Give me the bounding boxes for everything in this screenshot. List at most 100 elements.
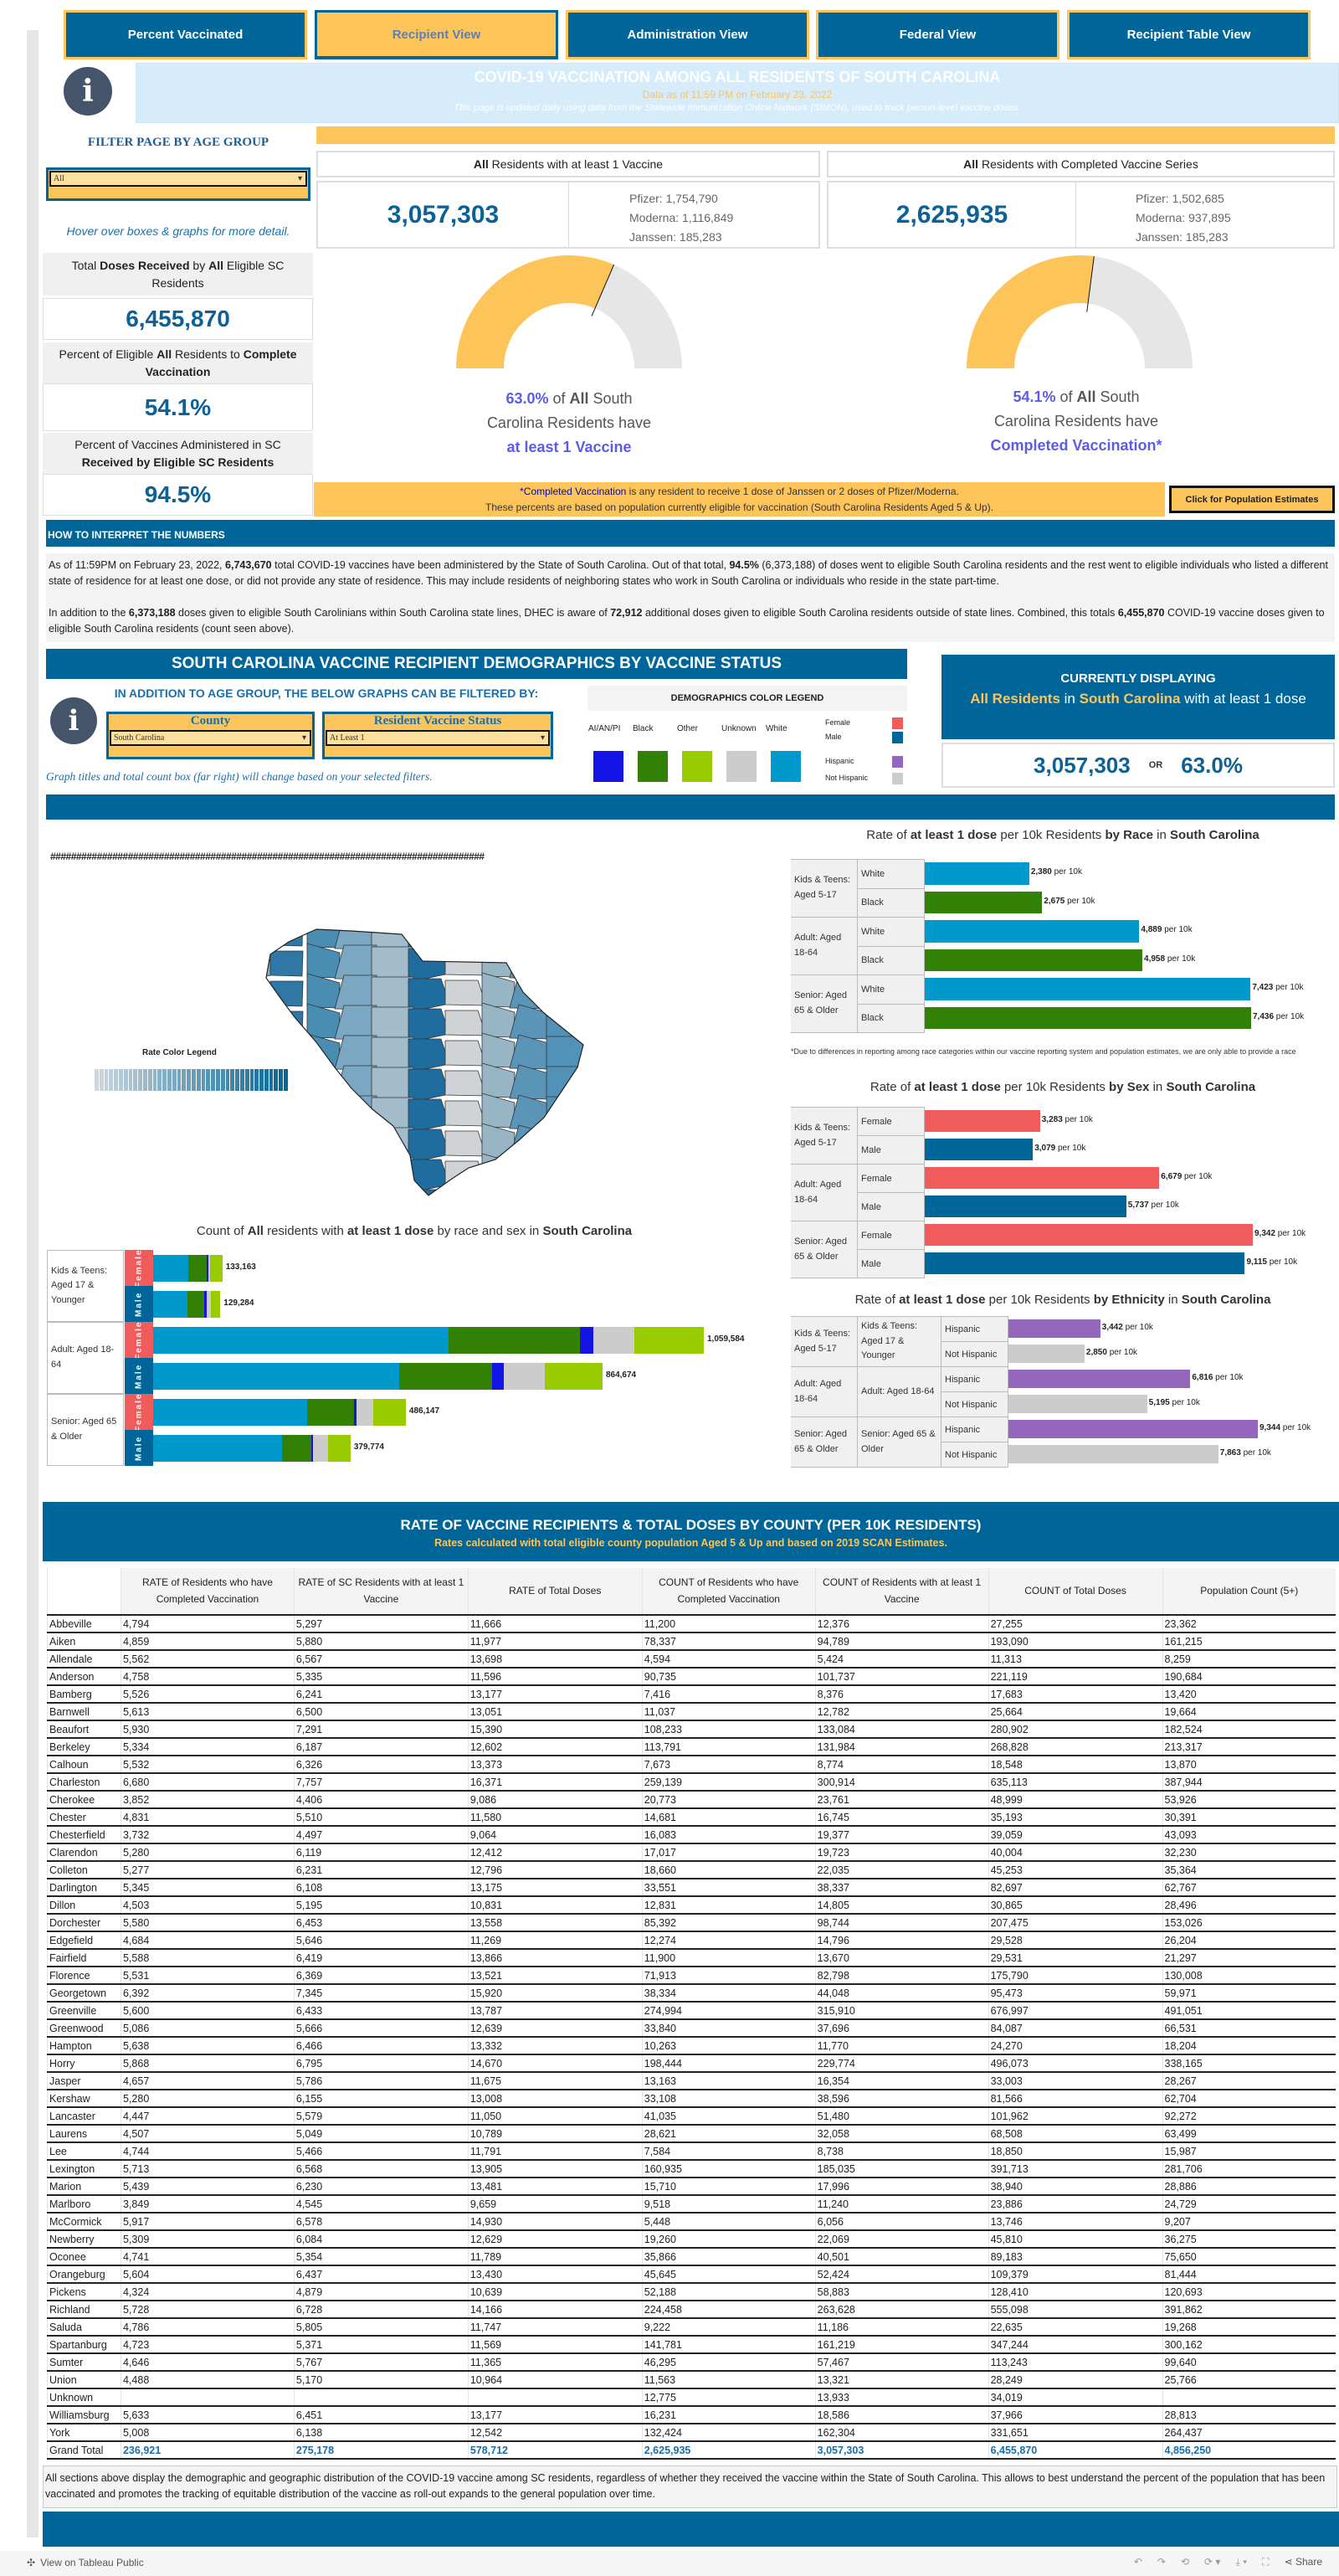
stacked-bar-segment-aianpi[interactable] xyxy=(310,1435,313,1462)
bar[interactable] xyxy=(925,1110,1040,1132)
age-group-dropdown[interactable]: All ▾ xyxy=(49,171,307,187)
county-shape[interactable] xyxy=(269,1041,304,1067)
county-shape[interactable] xyxy=(334,1095,377,1131)
county-rate-map[interactable] xyxy=(234,917,603,1201)
county-shape[interactable] xyxy=(306,917,341,949)
info-icon[interactable]: i xyxy=(50,697,97,744)
county-shape[interactable] xyxy=(334,917,377,950)
county-shape[interactable] xyxy=(582,1098,603,1133)
county-shape[interactable] xyxy=(509,1185,552,1201)
stacked-bar-segment-unknown[interactable] xyxy=(356,1399,374,1426)
stacked-bar-segment-white[interactable] xyxy=(153,1291,187,1318)
stacked-bar-segment-black[interactable] xyxy=(307,1399,354,1426)
county-shape[interactable] xyxy=(306,1184,341,1201)
county-shape[interactable] xyxy=(408,1038,450,1073)
county-shape[interactable] xyxy=(269,1101,304,1128)
county-shape[interactable] xyxy=(269,1010,304,1037)
county-shape[interactable] xyxy=(444,920,487,946)
refresh-icon[interactable]: ⟳ ▾ xyxy=(1204,2556,1221,2568)
bar[interactable] xyxy=(925,862,1029,885)
stacked-bar-segment-black[interactable] xyxy=(281,1435,311,1462)
county-shape[interactable] xyxy=(306,1093,341,1129)
column-header[interactable] xyxy=(47,1568,121,1616)
county-shape[interactable] xyxy=(582,1128,603,1163)
gauge-filled-arc[interactable] xyxy=(967,255,1095,368)
stacked-bar-segment-other[interactable] xyxy=(545,1363,603,1390)
county-shape[interactable] xyxy=(481,1183,516,1201)
bar[interactable] xyxy=(1008,1319,1100,1338)
county-shape[interactable] xyxy=(408,1008,450,1043)
county-shape[interactable] xyxy=(334,1155,377,1191)
column-header[interactable]: COUNT of Residents who have Completed Va… xyxy=(641,1568,816,1616)
county-shape[interactable] xyxy=(444,949,487,976)
county-shape[interactable] xyxy=(371,1067,414,1103)
stacked-bar-segment-other[interactable] xyxy=(210,1291,221,1318)
county-shape[interactable] xyxy=(509,1034,552,1070)
stacked-bar-segment-other[interactable] xyxy=(634,1327,704,1354)
stacked-bar-segment-white[interactable] xyxy=(153,1255,189,1282)
stacked-bar-segment-white[interactable] xyxy=(153,1399,308,1426)
county-shape[interactable] xyxy=(481,1153,516,1189)
bar[interactable] xyxy=(925,920,1140,943)
bar[interactable] xyxy=(925,1195,1126,1217)
stacked-bar-segment-other[interactable] xyxy=(373,1399,406,1426)
stacked-bar-segment-other[interactable] xyxy=(328,1435,351,1462)
county-shape[interactable] xyxy=(546,1186,588,1201)
county-shape[interactable] xyxy=(306,1123,341,1159)
tab-federal-view[interactable]: Federal View xyxy=(816,10,1059,59)
stacked-bar-segment-white[interactable] xyxy=(153,1327,449,1354)
county-shape[interactable] xyxy=(334,1125,377,1161)
bar[interactable] xyxy=(1008,1370,1191,1388)
county-shape[interactable] xyxy=(269,950,304,977)
gauge-remaining-arc[interactable] xyxy=(1088,256,1193,368)
county-shape[interactable] xyxy=(269,921,304,947)
tab-percent-vaccinated[interactable]: Percent Vaccinated xyxy=(64,10,307,59)
rate-color-legend[interactable] xyxy=(95,1069,289,1091)
county-shape[interactable] xyxy=(234,1099,275,1134)
county-shape[interactable] xyxy=(234,1039,275,1074)
county-shape[interactable] xyxy=(234,1190,275,1201)
bar[interactable] xyxy=(1008,1395,1147,1413)
county-shape[interactable] xyxy=(306,1154,341,1190)
county-shape[interactable] xyxy=(546,1066,588,1102)
gauge-remaining-arc[interactable] xyxy=(594,265,682,368)
stacked-bar-segment-white[interactable] xyxy=(153,1363,400,1390)
stacked-bar-segment-unknown[interactable] xyxy=(312,1435,329,1462)
county-shape[interactable] xyxy=(582,1188,603,1201)
bar[interactable] xyxy=(1008,1445,1218,1463)
county-shape[interactable] xyxy=(509,1094,552,1130)
stacked-bar-segment-black[interactable] xyxy=(188,1255,207,1282)
county-shape[interactable] xyxy=(582,1007,603,1042)
county-shape[interactable] xyxy=(269,1161,304,1188)
county-shape[interactable] xyxy=(444,1130,487,1157)
county-shape[interactable] xyxy=(371,976,414,1012)
county-shape[interactable] xyxy=(582,1067,603,1103)
stacked-bar-segment-white[interactable] xyxy=(153,1435,282,1462)
county-shape[interactable] xyxy=(408,1159,450,1194)
county-shape[interactable] xyxy=(334,944,377,980)
download-icon[interactable]: ⤓ ▾ xyxy=(1235,2556,1248,2568)
bar[interactable] xyxy=(1008,1420,1258,1438)
population-estimates-button[interactable]: Click for Population Estimates xyxy=(1169,486,1335,513)
county-shape[interactable] xyxy=(408,1068,450,1103)
stacked-bar-segment-other[interactable] xyxy=(210,1255,223,1282)
county-shape[interactable] xyxy=(481,942,516,978)
county-shape[interactable] xyxy=(546,1036,588,1072)
county-shape[interactable] xyxy=(334,974,377,1010)
county-shape[interactable] xyxy=(408,1098,450,1134)
county-shape[interactable] xyxy=(334,1065,377,1101)
stacked-bar-segment-aianpi[interactable] xyxy=(580,1327,593,1354)
tab-recipient-view[interactable]: Recipient View xyxy=(315,10,558,59)
stacked-bar-segment-black[interactable] xyxy=(448,1327,581,1354)
county-shape[interactable] xyxy=(546,1005,588,1041)
county-shape[interactable] xyxy=(444,1010,487,1036)
undo-icon[interactable]: ↶ xyxy=(1133,2556,1142,2568)
county-shape[interactable] xyxy=(371,1127,414,1163)
stacked-bar-segment-black[interactable] xyxy=(187,1291,205,1318)
county-shape[interactable] xyxy=(582,1037,603,1072)
county-dropdown[interactable]: South Carolina ▾ xyxy=(110,730,311,746)
county-shape[interactable] xyxy=(269,1191,304,1201)
county-shape[interactable] xyxy=(234,919,275,954)
column-header[interactable]: COUNT of Residents with at least 1 Vacci… xyxy=(814,1568,989,1616)
revert-icon[interactable]: ⟲ xyxy=(1180,2556,1190,2568)
